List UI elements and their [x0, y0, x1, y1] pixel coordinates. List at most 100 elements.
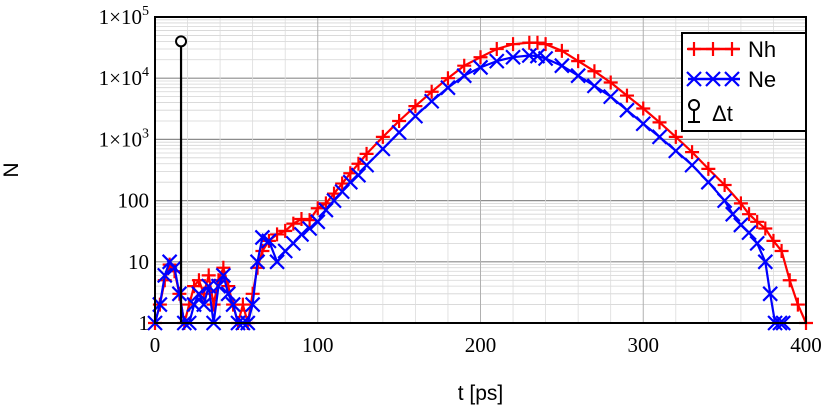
data-point-nh — [270, 227, 285, 242]
data-point-ne — [668, 143, 684, 159]
data-point-ne — [423, 93, 440, 110]
data-point-nh — [530, 35, 545, 50]
data-point-nh — [278, 223, 293, 238]
data-point-ne — [619, 102, 635, 118]
y-tick-labels: 1 10 100 1×103 1×104 1×105 — [99, 4, 149, 335]
data-point-ne — [269, 254, 285, 270]
data-point-ne — [166, 259, 183, 276]
data-point-ne — [488, 53, 505, 69]
data-point-ne — [407, 108, 424, 124]
data-point-ne — [293, 226, 310, 243]
y-tick-label: 1×105 — [99, 4, 149, 29]
data-point-nh — [489, 42, 504, 57]
data-point-nh — [571, 54, 586, 69]
series-layer — [147, 35, 813, 331]
data-point-nh — [587, 64, 602, 79]
data-point-nh — [359, 146, 374, 161]
legend-marker-ne — [724, 71, 740, 87]
data-point-nh — [310, 201, 325, 216]
data-point-ne — [651, 129, 668, 145]
data-point-ne — [215, 267, 232, 284]
data-point-nh — [335, 176, 350, 191]
legend-box — [681, 32, 807, 132]
data-point-ne — [309, 214, 326, 230]
data-point-ne — [724, 206, 741, 222]
y-tick-label: 1 — [139, 311, 150, 335]
data-point-ne — [440, 79, 456, 96]
data-point-ne — [602, 88, 619, 105]
y-tick-label: 10 — [128, 250, 149, 274]
data-point-ne — [375, 141, 391, 157]
data-point-ne — [762, 286, 778, 302]
legend-marker-nh — [706, 42, 720, 56]
legend-entry-nh: Nh — [687, 37, 776, 62]
data-point-nh — [766, 233, 781, 248]
legend-marker-nh — [687, 42, 701, 56]
legend-marker-nh — [725, 42, 739, 56]
data-point-ne — [757, 254, 774, 270]
data-point-ne — [505, 49, 521, 66]
data-point-nh — [652, 115, 667, 130]
data-point-ne — [156, 267, 173, 284]
data-point-ne — [191, 286, 207, 302]
data-point-ne — [358, 157, 375, 173]
data-point-ne — [684, 157, 700, 173]
legend-marker-ne — [686, 71, 702, 87]
data-point-nh — [701, 161, 716, 176]
data-point-ne — [741, 224, 757, 241]
data-point-nh — [473, 50, 488, 65]
data-point-ne — [225, 296, 241, 313]
data-point-nh — [685, 145, 700, 160]
data-point-ne — [570, 67, 586, 84]
data-point-nh — [668, 129, 683, 144]
data-point-nh — [216, 260, 231, 275]
data-point-nh — [790, 297, 805, 312]
data-point-nh — [782, 273, 797, 288]
legend-stem-marker — [688, 99, 700, 111]
data-point-nh — [408, 99, 423, 114]
y-tick-label: 1×103 — [99, 126, 149, 151]
data-point-nh — [206, 297, 221, 312]
data-point-ne — [244, 296, 261, 313]
data-point-nh — [506, 37, 521, 52]
data-point-nh — [201, 268, 216, 283]
legend-label-nh: Nh — [748, 37, 776, 62]
data-point-ne — [249, 254, 266, 270]
data-point-ne — [700, 174, 717, 190]
data-point-ne — [456, 67, 473, 84]
plot-frame — [154, 16, 807, 324]
legend-entry-ne: Ne — [686, 67, 776, 92]
data-point-nh — [733, 196, 748, 211]
x-tick-label: 200 — [465, 333, 497, 357]
data-point-nh — [302, 213, 317, 228]
data-point-ne — [537, 50, 554, 67]
data-point-nh — [742, 207, 757, 222]
data-point-ne — [391, 124, 407, 141]
x-tick-label: 300 — [628, 333, 660, 357]
legend-label-ne: Ne — [748, 67, 776, 92]
data-point-ne — [350, 167, 367, 183]
legend-marker-ne — [705, 71, 721, 87]
data-point-nh — [717, 177, 732, 192]
annotation-layer — [175, 35, 188, 323]
annotation-stem-marker — [175, 35, 188, 48]
data-point-nh — [440, 71, 455, 86]
y-tick-label: 1×104 — [99, 65, 149, 90]
data-point-nh — [538, 37, 553, 52]
data-point-nh — [750, 214, 765, 229]
data-point-nh — [424, 84, 439, 99]
data-point-nh — [636, 101, 651, 116]
legend-entry-dt: Δt — [688, 99, 733, 126]
data-point-nh — [774, 244, 789, 259]
data-point-ne — [749, 235, 765, 252]
x-tick-label: 0 — [150, 333, 161, 357]
data-point-nh — [554, 43, 569, 58]
data-point-nh — [619, 88, 634, 103]
x-tick-label: 100 — [302, 333, 334, 357]
data-point-nh — [457, 58, 472, 73]
y-tick-label: 100 — [118, 189, 150, 213]
legend: Nh Ne Δt — [681, 32, 807, 132]
data-point-ne — [716, 192, 733, 209]
data-point-nh — [375, 129, 390, 144]
